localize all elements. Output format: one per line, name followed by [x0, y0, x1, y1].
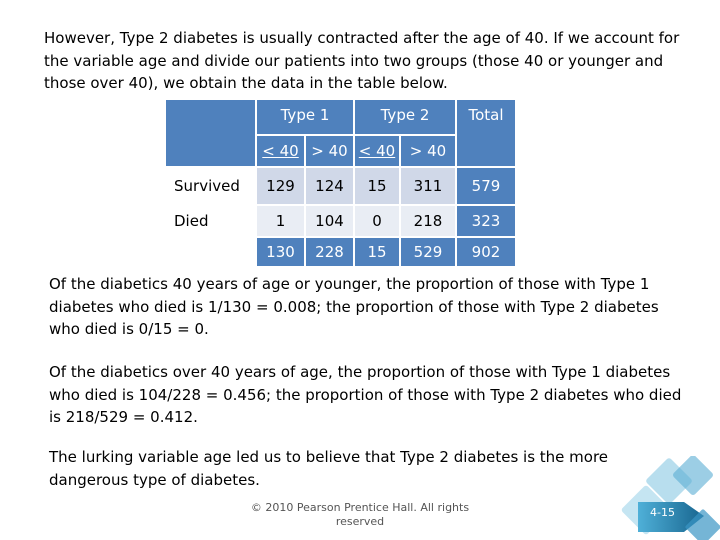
table-cell-total: 15	[355, 238, 399, 266]
row-label-survived: Survived	[174, 177, 240, 195]
table-cell: 15	[355, 168, 399, 204]
table-cell-total: 130	[257, 238, 304, 266]
table-cell: 124	[306, 168, 353, 204]
page-number: 4-15	[650, 506, 675, 519]
table-cell: 218	[401, 206, 455, 236]
header-total: Total	[457, 100, 515, 166]
subheader-type2-under40: < 40	[355, 136, 399, 166]
table-cell: 0	[355, 206, 399, 236]
paragraph-conclusion: The lurking variable age led us to belie…	[49, 448, 609, 489]
page-badge-graphic	[621, 456, 720, 540]
table-cell-total: 529	[401, 238, 455, 266]
table-cell-total: 579	[457, 168, 515, 204]
table-cell: 129	[257, 168, 304, 204]
subheader-type1-under40: < 40	[257, 136, 304, 166]
table-cell: 1	[257, 206, 304, 236]
intro-paragraph: However, Type 2 diabetes is usually cont…	[44, 29, 680, 92]
row-label-died: Died	[174, 212, 209, 230]
table-cell-total: 228	[306, 238, 353, 266]
table-cell: 311	[401, 168, 455, 204]
header-type1: Type 1	[257, 100, 353, 134]
table-corner	[166, 100, 255, 166]
table-cell-total: 323	[457, 206, 515, 236]
copyright-footer: © 2010 Pearson Prentice Hall. All rights…	[250, 501, 470, 528]
table-cell: 104	[306, 206, 353, 236]
subheader-type1-over40: > 40	[306, 136, 353, 166]
header-type2: Type 2	[355, 100, 455, 134]
subheader-type2-over40: > 40	[401, 136, 455, 166]
paragraph-over-40: Of the diabetics over 40 years of age, t…	[49, 363, 682, 426]
paragraph-under-40: Of the diabetics 40 years of age or youn…	[49, 275, 659, 338]
table-cell-grand-total: 902	[457, 238, 515, 266]
